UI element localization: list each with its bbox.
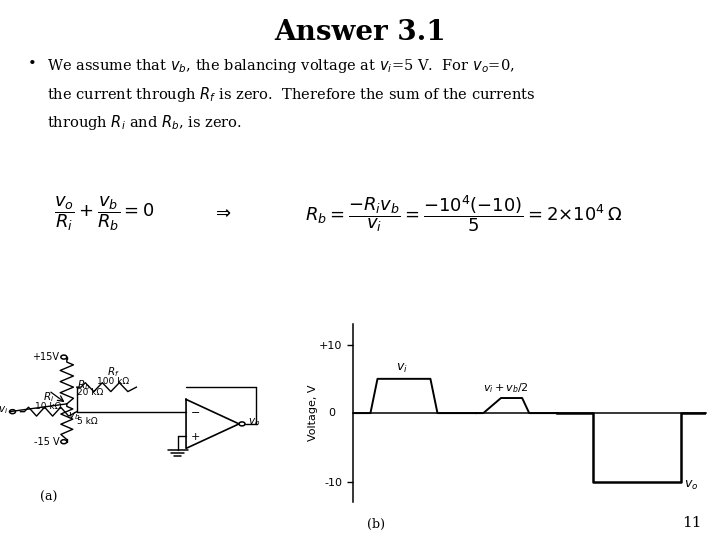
Text: $v_b$: $v_b$ <box>68 410 81 422</box>
Text: $\dfrac{v_o}{R_i} + \dfrac{v_b}{R_b} = 0$: $\dfrac{v_o}{R_i} + \dfrac{v_b}{R_b} = 0… <box>54 194 155 233</box>
Text: $R_b = \dfrac{-R_i v_b}{v_i} = \dfrac{-10^4(-10)}{5} = 2{\times}10^4\,\Omega$: $R_b = \dfrac{-R_i v_b}{v_i} = \dfrac{-1… <box>305 193 622 234</box>
Text: $-$: $-$ <box>190 406 200 416</box>
Text: +15V: +15V <box>32 352 59 362</box>
Text: 0: 0 <box>328 408 336 418</box>
Text: 100 kΩ: 100 kΩ <box>97 377 130 386</box>
Text: $v_o$: $v_o$ <box>685 479 699 492</box>
Text: $\Rightarrow$: $\Rightarrow$ <box>212 203 232 221</box>
Text: We assume that $v_b$, the balancing voltage at $v_i$=5 V.  For $v_o$=0,: We assume that $v_b$, the balancing volt… <box>47 57 514 75</box>
Text: $+$: $+$ <box>190 431 200 442</box>
Text: •: • <box>27 57 36 71</box>
Text: $R_f$: $R_f$ <box>107 366 120 379</box>
Text: (b): (b) <box>367 518 385 531</box>
Text: 10 kΩ: 10 kΩ <box>35 402 62 410</box>
Text: 5 kΩ: 5 kΩ <box>77 417 97 426</box>
Text: through $R_i$ and $R_b$, is zero.: through $R_i$ and $R_b$, is zero. <box>47 113 242 132</box>
Text: $v_i$: $v_i$ <box>396 362 408 375</box>
Text: (a): (a) <box>40 491 58 504</box>
Text: $v_o$: $v_o$ <box>248 416 260 428</box>
Y-axis label: Voltage, V: Voltage, V <box>307 385 318 441</box>
Text: $v_i$: $v_i$ <box>0 404 8 416</box>
Text: 20 kΩ: 20 kΩ <box>77 388 103 397</box>
Text: 11: 11 <box>683 516 702 530</box>
Text: $v_i + v_b/2$: $v_i + v_b/2$ <box>483 381 529 395</box>
Text: $R_b$: $R_b$ <box>77 378 90 392</box>
Text: $R_i$: $R_i$ <box>43 390 54 404</box>
Text: the current through $R_f$ is zero.  Therefore the sum of the currents: the current through $R_f$ is zero. There… <box>47 85 535 104</box>
Text: -15 V: -15 V <box>34 437 59 447</box>
Text: Answer 3.1: Answer 3.1 <box>274 19 446 46</box>
